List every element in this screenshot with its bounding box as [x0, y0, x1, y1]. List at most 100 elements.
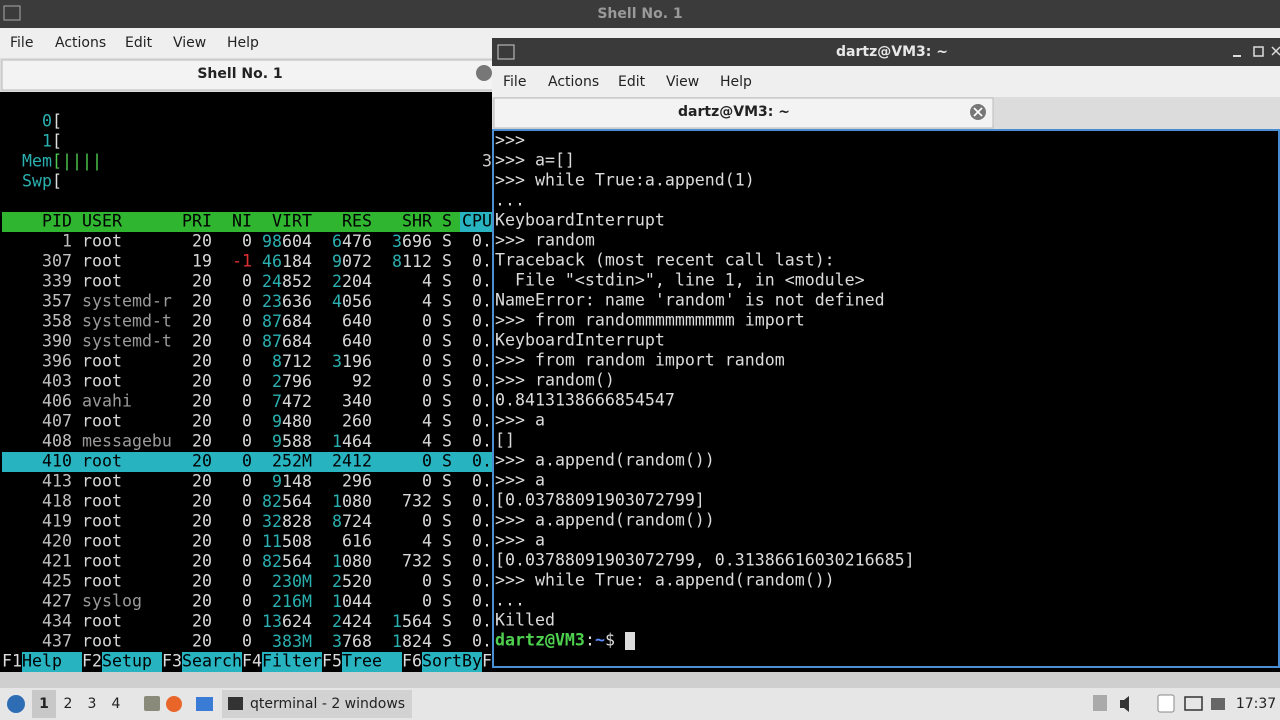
- process-row[interactable]: 420 root 20 0 11508 616 4 S 0.: [42, 532, 492, 551]
- column-header[interactable]: PRI: [182, 212, 212, 231]
- column-header[interactable]: VIRT: [272, 212, 312, 231]
- process-row[interactable]: 358 systemd-t 20 0 87684 640 0 S 0.: [42, 312, 492, 331]
- menu-item[interactable]: Actions: [548, 74, 599, 90]
- menu-item[interactable]: Edit: [618, 74, 646, 90]
- process-row[interactable]: 413 root 20 0 9148 296 0 S 0.: [42, 472, 492, 491]
- function-label-bg[interactable]: [182, 652, 242, 672]
- function-label[interactable]: SortBy: [422, 652, 482, 671]
- function-label-bg[interactable]: [22, 652, 82, 672]
- menu-item[interactable]: View: [666, 74, 699, 90]
- column-header[interactable]: PID: [42, 212, 72, 231]
- close-button[interactable]: [1271, 46, 1280, 56]
- process-row[interactable]: 339 root 20 0 24852 2204 4 S 0.: [42, 272, 492, 291]
- process-row[interactable]: 396 root 20 0 8712 3196 0 S 0.: [42, 352, 492, 371]
- process-cell: 0.: [472, 632, 492, 651]
- workspace[interactable]: 2: [64, 696, 73, 712]
- front-tab[interactable]: [493, 97, 994, 129]
- menu-item[interactable]: Edit: [125, 35, 153, 51]
- tab-close-x[interactable]: [973, 107, 983, 117]
- process-row[interactable]: 408 messagebu 20 0 9588 1464 4 S 0.: [42, 432, 492, 451]
- function-label-bg[interactable]: [342, 652, 402, 672]
- process-row[interactable]: 427 syslog 20 0 216M 1044 0 S 0.: [42, 592, 492, 611]
- task-title[interactable]: qterminal - 2 windows: [250, 696, 405, 712]
- process-row[interactable]: 390 systemd-t 20 0 87684 640 0 S 0.: [42, 332, 492, 351]
- process-cell: 0.: [472, 592, 492, 611]
- battery-icon[interactable]: [1211, 698, 1225, 710]
- task-button[interactable]: [222, 690, 412, 718]
- workspace[interactable]: 4: [112, 696, 121, 712]
- front-tab-title[interactable]: dartz@VM3: ~: [678, 104, 790, 120]
- function-key[interactable]: F5: [322, 652, 342, 671]
- process-cell: 0: [242, 332, 252, 351]
- desktop-icon[interactable]: [196, 697, 213, 711]
- process-row[interactable]: 437 root 20 0 383M 3768 1824 S 0.: [42, 632, 492, 651]
- function-key[interactable]: F: [482, 652, 492, 671]
- file-manager-icon[interactable]: [144, 696, 160, 711]
- menu-item[interactable]: File: [10, 35, 33, 51]
- menu-item[interactable]: Actions: [55, 35, 106, 51]
- process-cell: 408: [42, 432, 72, 451]
- column-header[interactable]: SHR: [402, 212, 432, 231]
- workspace[interactable]: 1: [39, 696, 49, 712]
- tab-close[interactable]: [476, 65, 492, 81]
- function-key[interactable]: F1: [2, 652, 22, 671]
- workspace[interactable]: 3: [88, 696, 97, 712]
- process-cell: 2424: [332, 612, 372, 631]
- column-header[interactable]: NI: [232, 212, 252, 231]
- process-row[interactable]: 1 root 20 0 98604 6476 3696 S 0.: [62, 232, 492, 251]
- process-cell: 20: [192, 412, 212, 431]
- function-label[interactable]: Tree: [342, 652, 382, 671]
- process-row[interactable]: 357 systemd-r 20 0 23636 4056 4 S 0.: [42, 292, 492, 311]
- function-label[interactable]: Filter: [262, 652, 322, 671]
- start-button[interactable]: [7, 695, 25, 713]
- active-workspace-bg[interactable]: [32, 690, 56, 718]
- process-row[interactable]: 425 root 20 0 230M 2520 0 S 0.: [42, 572, 492, 591]
- function-key[interactable]: F3: [162, 652, 182, 671]
- tray-icon[interactable]: [1093, 695, 1107, 711]
- menu-item[interactable]: Help: [720, 74, 752, 90]
- menu-item[interactable]: View: [173, 35, 206, 51]
- browser-icon[interactable]: [166, 696, 182, 712]
- column-header[interactable]: CPU: [462, 212, 492, 231]
- front-title: dartz@VM3: ~: [836, 44, 948, 60]
- function-label[interactable]: Search: [182, 652, 242, 671]
- network-icon[interactable]: [1184, 696, 1203, 711]
- front-terminal[interactable]: [492, 129, 1280, 668]
- maximize-button[interactable]: [1253, 46, 1264, 57]
- process-row[interactable]: 419 root 20 0 32828 8724 0 S 0.: [42, 512, 492, 531]
- function-label[interactable]: Help: [22, 652, 62, 671]
- process-cell: messagebu: [82, 432, 172, 451]
- process-cell: 406: [42, 392, 72, 411]
- column-header[interactable]: S: [442, 212, 452, 231]
- function-label[interactable]: Setup: [102, 652, 152, 671]
- process-cell: 0.: [472, 552, 492, 571]
- function-label-bg[interactable]: [262, 652, 322, 672]
- function-label-bg[interactable]: [422, 652, 482, 672]
- function-key[interactable]: F2: [82, 652, 102, 671]
- process-row[interactable]: 407 root 20 0 9480 260 4 S 0.: [42, 412, 492, 431]
- function-label-bg[interactable]: [102, 652, 162, 672]
- process-row[interactable]: 307 root 19 -1 46184 9072 8112 S 0.: [42, 252, 492, 271]
- process-row[interactable]: 406 avahi 20 0 7472 340 0 S 0.: [42, 392, 492, 411]
- process-cell: root: [82, 272, 122, 291]
- column-header[interactable]: USER: [82, 212, 122, 231]
- prompt-path: ~: [595, 631, 605, 650]
- clipboard-icon[interactable]: [1157, 694, 1175, 713]
- process-cell: root: [82, 452, 122, 471]
- volume-icon[interactable]: [1120, 696, 1129, 712]
- back-tab-title[interactable]: Shell No. 1: [197, 66, 282, 82]
- process-row[interactable]: 434 root 20 0 13624 2424 1564 S 0.: [42, 612, 492, 631]
- column-header[interactable]: RES: [342, 212, 372, 231]
- process-row[interactable]: 410 root 20 0 252M 2412 0 S 0.: [2, 452, 492, 473]
- process-cell: 425: [42, 572, 72, 591]
- process-cell: 3768: [332, 632, 372, 651]
- process-cell: 0: [242, 272, 252, 291]
- process-row[interactable]: 421 root 20 0 82564 1080 732 S 0.: [42, 552, 492, 571]
- function-key[interactable]: F4: [242, 652, 262, 671]
- process-row[interactable]: 418 root 20 0 82564 1080 732 S 0.: [42, 492, 492, 511]
- menu-item[interactable]: File: [503, 74, 526, 90]
- menu-item[interactable]: Help: [227, 35, 259, 51]
- function-key[interactable]: F6: [402, 652, 422, 671]
- process-row[interactable]: 403 root 20 0 2796 92 0 S 0.: [42, 372, 492, 391]
